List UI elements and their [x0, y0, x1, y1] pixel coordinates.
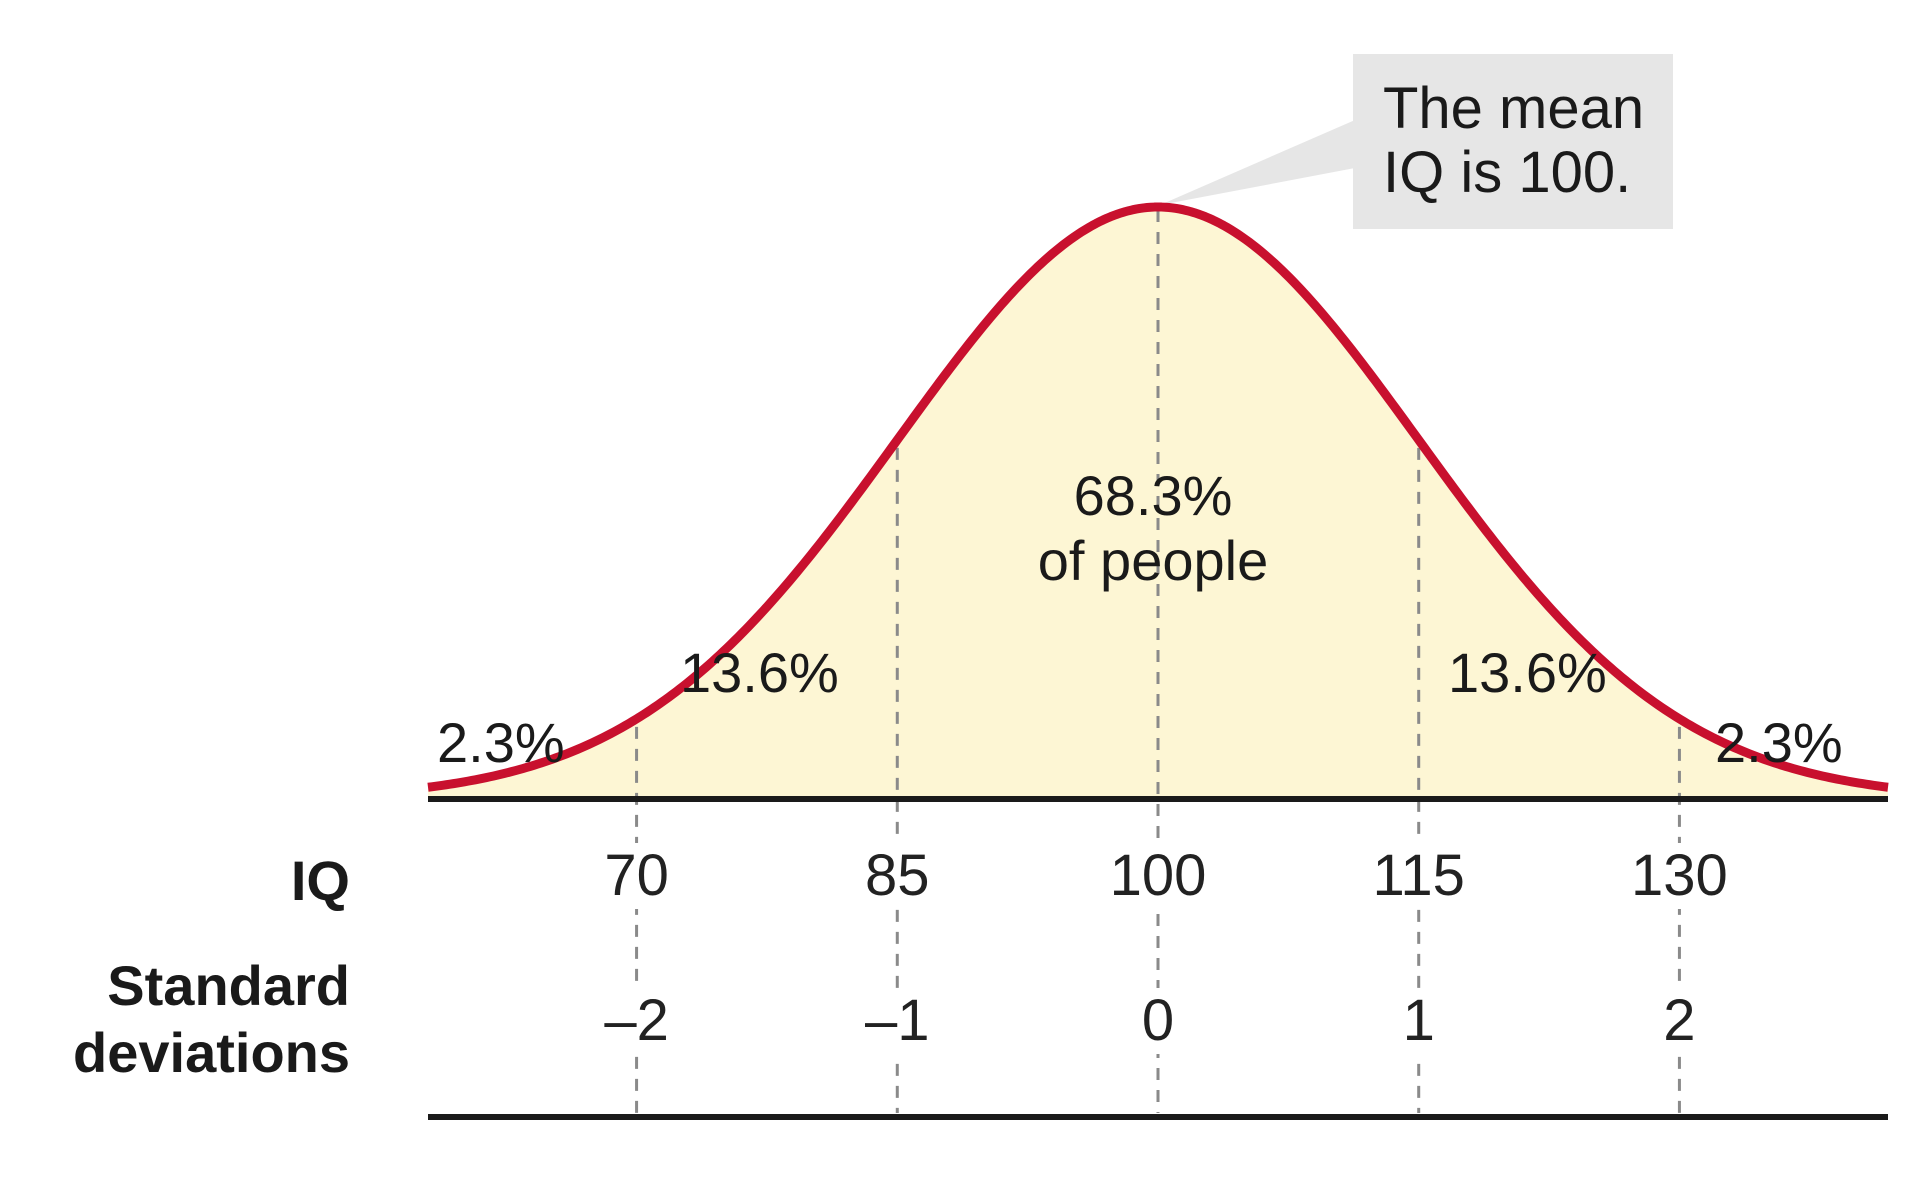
sd-tick-labels: –2 –1 0 1 2: [586, 988, 1730, 1054]
sd-tick-label-bg: [1368, 988, 1469, 1054]
segment-label-left-mid: 13.6%: [680, 641, 839, 704]
callout-box: [1353, 54, 1673, 229]
callout-line-1: The mean: [1383, 76, 1644, 141]
callout-pointer: [1160, 120, 1355, 205]
iq-tick-label-bg: [1629, 843, 1730, 909]
iq-tick-labels: 70 85 100 115 130: [586, 843, 1730, 909]
iq-tick-label: 70: [604, 843, 669, 908]
iq-tick-label: 130: [1631, 843, 1728, 908]
sd-tick-label-bg: [586, 988, 687, 1054]
segment-label-left-tail: 2.3%: [437, 711, 565, 774]
iq-tick-label-bg: [1108, 843, 1208, 909]
segment-sublabel-center: of people: [1038, 529, 1268, 592]
iq-tick-label: 85: [865, 843, 930, 908]
iq-tick-label-bg: [847, 843, 948, 909]
segment-label-right-mid: 13.6%: [1448, 641, 1607, 704]
segment-label-right-tail: 2.3%: [1715, 711, 1843, 774]
sd-tick-label: –1: [865, 988, 930, 1053]
sd-tick-label: 2: [1663, 988, 1695, 1053]
sd-tick-label-bg: [1629, 988, 1730, 1054]
callout-line-2: IQ is 100.: [1383, 140, 1631, 205]
segment-label-center: 68.3%: [1074, 464, 1233, 527]
sd-tick-label: 1: [1403, 988, 1435, 1053]
iq-tick-label-bg: [586, 843, 687, 909]
normal-curve-line: [427, 202, 1889, 792]
iq-tick-label: 100: [1110, 843, 1207, 908]
sd-tick-label-bg: [847, 988, 948, 1054]
sd-tick-label-bg: [1108, 988, 1208, 1054]
sd-row-label-line-2: deviations: [73, 1021, 350, 1084]
iq-tick-label-bg: [1368, 843, 1469, 909]
sd-tick-label: 0: [1142, 988, 1174, 1053]
iq-row-label: IQ: [291, 849, 350, 912]
sd-tick-label: –2: [604, 988, 669, 1053]
sd-row-label-line-1: Standard: [107, 954, 350, 1017]
iq-tick-label: 115: [1372, 843, 1464, 908]
